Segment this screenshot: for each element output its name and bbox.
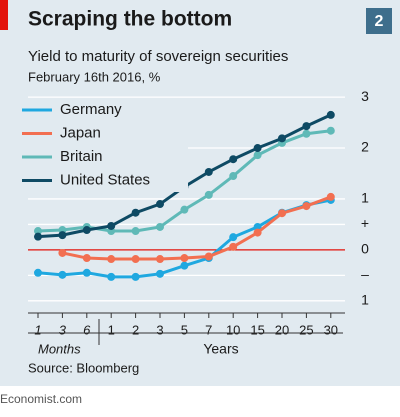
point (82, 226, 91, 235)
point (131, 227, 140, 236)
x-tick-label: 20 (275, 322, 289, 337)
point (278, 134, 286, 143)
point (58, 270, 67, 279)
legend-label: United States (60, 171, 150, 188)
point (204, 190, 213, 199)
point (34, 232, 42, 241)
point (278, 209, 286, 218)
point (229, 242, 238, 251)
y-tick-label: 2 (361, 139, 369, 155)
x-tick-label: 5 (181, 322, 188, 337)
x-tick-label: 3 (59, 322, 67, 337)
y-tick-label: + (361, 215, 369, 231)
point (326, 110, 335, 119)
point (302, 202, 311, 211)
point (180, 261, 189, 270)
badge-box (366, 8, 392, 34)
x-tick-label: 1 (34, 322, 41, 337)
chart-title: Scraping the bottom (28, 8, 232, 31)
point (229, 155, 238, 164)
point (253, 151, 262, 160)
point (107, 272, 116, 281)
x-tick-label: 15 (250, 322, 264, 337)
point (34, 227, 42, 236)
point (326, 192, 335, 201)
point (82, 268, 91, 277)
x-tick-label: 7 (205, 322, 212, 337)
point (82, 254, 91, 263)
point (204, 167, 213, 176)
group-label: Months (38, 341, 81, 356)
point (107, 255, 116, 264)
point (131, 272, 140, 281)
x-tick-label: 1 (108, 322, 115, 337)
legend-bg (20, 98, 188, 192)
point (58, 231, 67, 240)
y-tick-label: 1 (361, 190, 369, 206)
point (156, 269, 164, 278)
x-tick-label: 10 (226, 322, 240, 337)
point (204, 252, 213, 261)
legend-label: Germany (60, 101, 122, 118)
point (180, 254, 189, 263)
y-tick-label: 0 (361, 241, 369, 257)
point (58, 248, 67, 257)
x-tick-label: 3 (156, 322, 163, 337)
panel (0, 0, 400, 386)
legend-label: Japan (60, 124, 101, 141)
y-tick-label: 3 (361, 88, 369, 104)
point (180, 205, 189, 214)
point (326, 126, 335, 135)
point (156, 222, 164, 231)
subtitle: Yield to maturity of sovereign securitie… (28, 48, 288, 65)
point (34, 268, 42, 277)
point (229, 233, 238, 242)
point (156, 200, 164, 209)
x-tick-label: 2 (132, 322, 139, 337)
x-tick-label: 30 (324, 322, 338, 337)
point (253, 222, 262, 231)
group-label: Years (203, 341, 238, 357)
point (302, 122, 311, 131)
point (302, 129, 311, 138)
point (253, 144, 262, 153)
x-tick-label: 25 (299, 322, 313, 337)
date-note: February 16th 2016, % (28, 69, 161, 84)
red-tag (0, 0, 8, 30)
point (131, 255, 140, 264)
point (107, 221, 116, 230)
point (229, 172, 238, 181)
source: Source: Bloomberg (28, 360, 139, 375)
badge: 2 (375, 13, 384, 30)
x-tick-label: 6 (83, 322, 91, 337)
point (131, 208, 140, 217)
y-tick-label: 1 (361, 292, 369, 308)
legend-label: Britain (60, 148, 103, 165)
footer: Economist.com (0, 392, 82, 406)
point (253, 228, 262, 237)
series-line (62, 195, 332, 261)
y-tick-label: – (361, 266, 369, 282)
point (156, 255, 164, 264)
